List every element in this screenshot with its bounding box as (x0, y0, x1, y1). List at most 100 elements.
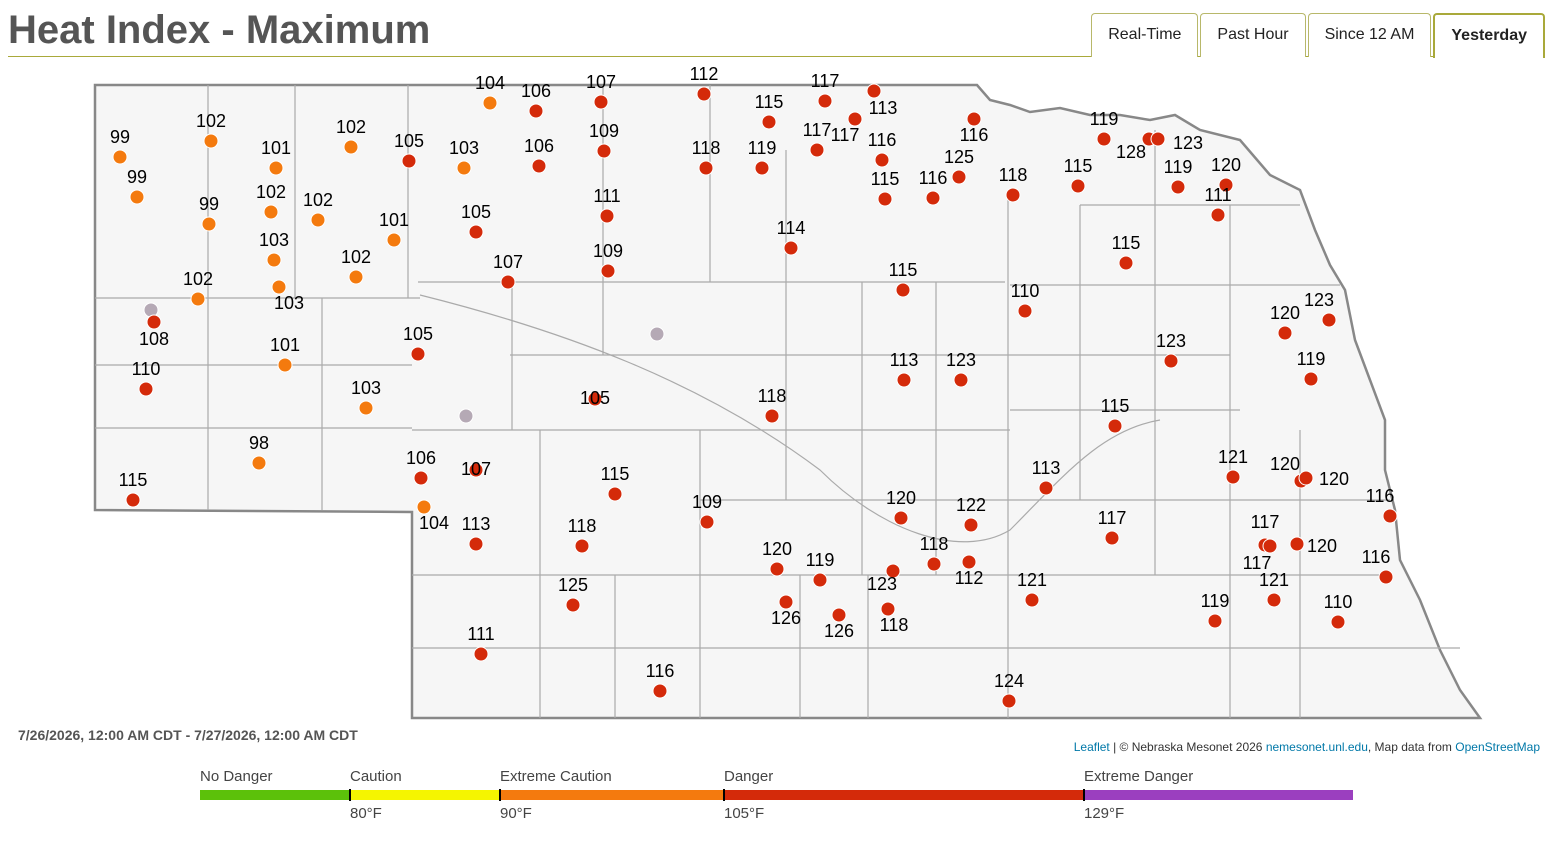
station-marker (1024, 592, 1040, 608)
station-marker (1104, 530, 1120, 546)
station-marker (386, 232, 402, 248)
station-label: 117 (1243, 553, 1272, 573)
station-marker (129, 189, 145, 205)
attribution-text: | © Nebraska Mesonet 2026 (1113, 740, 1263, 754)
station-label: 102 (256, 182, 286, 202)
station-label: 111 (1204, 185, 1231, 205)
station-marker (358, 400, 374, 416)
station-marker (1141, 131, 1157, 147)
station-label: 99 (199, 194, 219, 214)
county-lines (95, 85, 1460, 718)
station-label: 115 (1101, 396, 1130, 416)
station-label: 104 (419, 513, 449, 533)
station-marker (1266, 592, 1282, 608)
station-marker (251, 455, 267, 471)
station-label: 110 (1324, 592, 1353, 612)
station-marker (1303, 371, 1319, 387)
station-marker (482, 95, 498, 111)
station-label: 119 (1297, 349, 1326, 369)
station-label: 106 (406, 448, 436, 468)
station-label: 118 (568, 516, 597, 536)
station-label: 99 (127, 167, 147, 187)
station-marker (596, 143, 612, 159)
station-label: 116 (1362, 547, 1391, 567)
station-marker (1330, 614, 1346, 630)
tab[interactable]: Yesterday (1433, 13, 1545, 58)
station-marker (1257, 537, 1273, 553)
station-marker (895, 282, 911, 298)
tab[interactable]: Real-Time (1091, 13, 1199, 57)
station-label: 118 (999, 165, 1028, 185)
tab-bar: Real-Time Past Hour Since 12 AM Yesterday (1091, 13, 1545, 58)
station-label: 108 (139, 329, 169, 349)
legend-label: Danger (724, 768, 773, 785)
station-label: 107 (493, 252, 523, 272)
station-marker (1070, 178, 1086, 194)
legend-label: Caution (350, 768, 402, 785)
station-marker (1017, 303, 1033, 319)
station-marker (966, 111, 982, 127)
station-label: 111 (593, 186, 620, 206)
osm-link[interactable]: OpenStreetMap (1455, 740, 1540, 754)
station-marker (1107, 418, 1123, 434)
station-marker (468, 462, 484, 478)
station-label: 101 (270, 335, 300, 355)
station-marker (880, 601, 896, 617)
station-marker (652, 683, 668, 699)
station-label: 102 (303, 190, 333, 210)
station-marker (458, 408, 474, 424)
tab[interactable]: Past Hour (1200, 13, 1306, 57)
station-label: 109 (593, 241, 623, 261)
station-label: 116 (868, 130, 897, 150)
legend-swatch (500, 790, 724, 800)
station-marker (1289, 536, 1305, 552)
station-marker (926, 556, 942, 572)
station-marker (473, 646, 489, 662)
station-marker (343, 139, 359, 155)
station-marker (401, 153, 417, 169)
station-label: 121 (1017, 570, 1047, 590)
legend-threshold: 105°F (724, 805, 764, 822)
legend-label: No Danger (200, 768, 273, 785)
site-link[interactable]: nemesonet.unl.edu (1265, 740, 1368, 754)
station-marker (1096, 131, 1112, 147)
leaflet-link[interactable]: Leaflet (1073, 740, 1110, 754)
station-marker (268, 160, 284, 176)
station-label: 114 (777, 218, 806, 238)
station-marker (500, 274, 516, 290)
station-label: 101 (261, 138, 291, 158)
station-marker (877, 191, 893, 207)
station-marker (600, 263, 616, 279)
station-label: 111 (467, 624, 494, 644)
tab[interactable]: Since 12 AM (1307, 13, 1432, 57)
station-marker (963, 517, 979, 533)
station-label: 117 (1098, 508, 1127, 528)
station-label: 102 (183, 269, 213, 289)
station-marker (203, 133, 219, 149)
station-label: 121 (1259, 570, 1289, 590)
station-label: 123 (946, 350, 976, 370)
station-label: 120 (1307, 536, 1337, 556)
station-marker (1038, 480, 1054, 496)
station-marker (112, 149, 128, 165)
station-label: 113 (1032, 458, 1061, 478)
station-marker (143, 302, 159, 318)
station-marker (874, 152, 890, 168)
attribution: Leaflet | © Nebraska Mesonet 2026 nemeso… (1074, 740, 1540, 754)
station-label: 99 (110, 127, 130, 147)
station-label: 123 (1304, 290, 1334, 310)
station-label: 116 (1366, 486, 1395, 506)
station-label: 115 (601, 464, 630, 484)
station-label: 118 (920, 534, 949, 554)
station-marker (925, 190, 941, 206)
legend-swatch (1084, 790, 1353, 800)
station-label: 115 (889, 260, 918, 280)
station-marker (413, 470, 429, 486)
station-marker (190, 291, 206, 307)
station-marker (416, 499, 432, 515)
station-marker (761, 114, 777, 130)
station-label: 119 (806, 550, 835, 570)
station-marker (1378, 569, 1394, 585)
station-marker (699, 514, 715, 530)
